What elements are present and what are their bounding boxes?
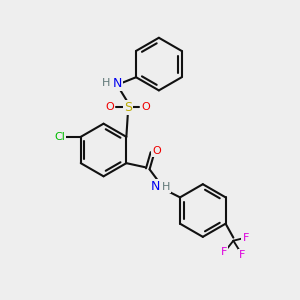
- Text: S: S: [124, 101, 132, 114]
- Text: O: O: [105, 102, 114, 112]
- Text: H: H: [102, 78, 111, 88]
- Text: H: H: [161, 182, 170, 192]
- Text: N: N: [151, 181, 160, 194]
- Text: N: N: [112, 77, 122, 90]
- Text: O: O: [152, 146, 161, 156]
- Text: F: F: [221, 248, 227, 257]
- Text: O: O: [142, 102, 151, 112]
- Text: F: F: [243, 232, 249, 243]
- Text: Cl: Cl: [54, 132, 65, 142]
- Text: F: F: [239, 250, 245, 260]
